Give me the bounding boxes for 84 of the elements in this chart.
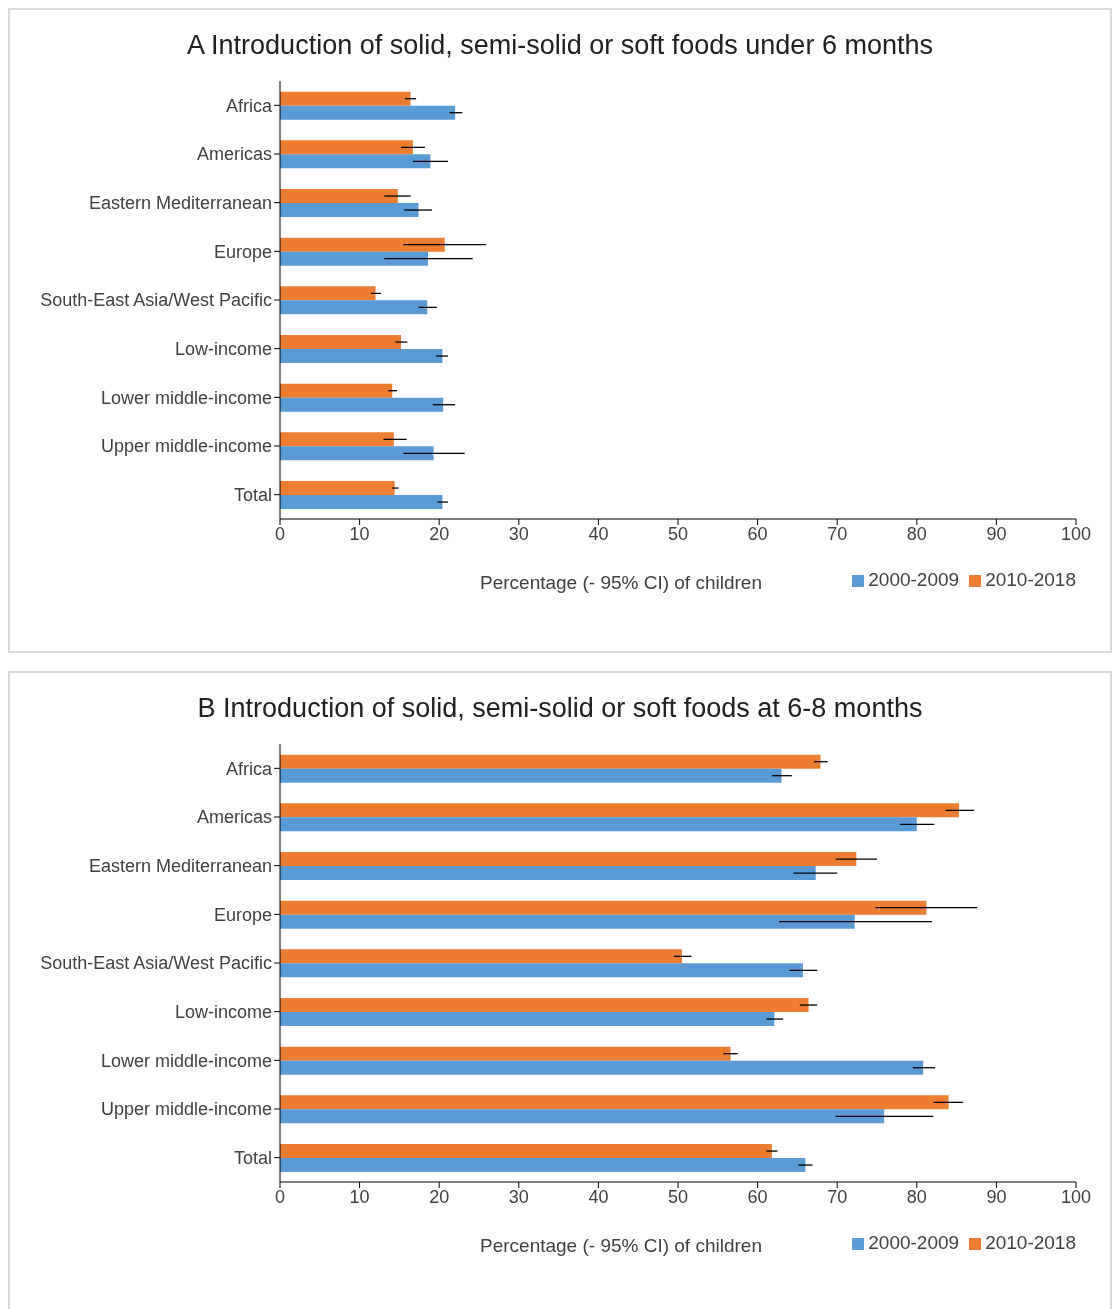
y-tick-label: Eastern Mediterranean — [88, 856, 272, 877]
y-tick-label: Eastern Mediterranean — [88, 193, 272, 214]
bar — [280, 949, 682, 964]
x-tick-label: 20 — [429, 523, 450, 544]
bar — [280, 237, 445, 252]
chart-title: B Introduction of solid, semi-solid or soft foods at 6-8 months — [196, 692, 924, 724]
bar — [280, 866, 816, 881]
x-tick-label: 10 — [349, 523, 370, 544]
bar — [280, 189, 398, 204]
x-tick-label: 100 — [1060, 523, 1092, 544]
bar — [280, 852, 857, 867]
y-tick-label: Africa — [225, 95, 273, 116]
y-tick-label: Low-income — [174, 339, 272, 360]
x-tick-label: 70 — [827, 523, 848, 544]
bar — [280, 203, 419, 218]
bar — [280, 495, 443, 510]
bar — [280, 963, 803, 978]
y-tick-label: Lower middle-income — [100, 387, 272, 408]
bar — [280, 1095, 949, 1110]
y-tick-label: Lower middle-income — [100, 1050, 272, 1071]
bar — [280, 91, 411, 106]
x-tick-label: 50 — [667, 1186, 689, 1207]
bar — [280, 335, 401, 350]
bar — [280, 140, 413, 155]
x-tick-label: 40 — [588, 523, 609, 544]
legend-label: 2010-2018 — [985, 569, 1076, 590]
bar — [280, 432, 394, 447]
bar — [280, 1109, 885, 1124]
x-axis-title: Percentage (- 95% CI) of children — [480, 1235, 762, 1256]
x-axis-title: Percentage (- 95% CI) of children — [480, 572, 762, 593]
y-tick-label: Americas — [196, 807, 272, 828]
chart-title: A Introduction of solid, semi-solid or soft foods under 6 months — [186, 29, 934, 61]
x-tick-label: 80 — [906, 523, 927, 544]
bar — [280, 349, 443, 364]
bar — [280, 300, 428, 315]
y-tick-label: Total — [233, 1148, 272, 1169]
bar — [280, 154, 431, 169]
x-tick-label: 40 — [588, 1186, 609, 1207]
bar — [280, 446, 434, 461]
y-tick-label: Upper middle-income — [100, 436, 272, 457]
x-tick-label: 10 — [349, 1186, 370, 1207]
x-tick-label: 50 — [667, 523, 689, 544]
y-tick-label: South-East Asia/West Pacific — [40, 953, 272, 974]
bar — [280, 768, 782, 783]
legend-label: 2000-2009 — [868, 569, 960, 590]
bar — [280, 803, 959, 818]
bar — [280, 251, 429, 266]
bar — [280, 998, 809, 1013]
y-tick-label: Low-income — [174, 1002, 272, 1023]
x-tick-label: 100 — [1060, 1186, 1092, 1207]
legend-label: 2010-2018 — [985, 1232, 1076, 1253]
bar — [280, 105, 456, 120]
bar — [280, 1046, 731, 1061]
y-tick-label: Africa — [225, 758, 273, 779]
bar — [280, 1158, 806, 1173]
bar — [280, 481, 395, 496]
bar — [280, 1012, 775, 1027]
x-tick-label: 20 — [429, 1186, 450, 1207]
bar — [280, 754, 821, 769]
x-tick-label: 0 — [274, 523, 286, 544]
bar — [280, 914, 855, 929]
x-tick-label: 60 — [747, 1186, 768, 1207]
y-tick-label: South-East Asia/West Pacific — [40, 290, 272, 311]
x-tick-label: 60 — [747, 523, 768, 544]
x-tick-label: 30 — [508, 1186, 529, 1207]
y-tick-label: Europe — [213, 241, 272, 262]
y-tick-label: Europe — [213, 904, 272, 925]
x-tick-label: 90 — [986, 1186, 1007, 1207]
legend-label: 2000-2009 — [868, 1232, 960, 1253]
bar — [280, 900, 927, 915]
x-tick-label: 0 — [274, 1186, 286, 1207]
x-tick-label: 70 — [827, 1186, 848, 1207]
x-tick-label: 90 — [986, 523, 1007, 544]
bar — [280, 1060, 924, 1075]
bar — [280, 1144, 772, 1159]
y-tick-label: Americas — [196, 144, 272, 165]
y-tick-label: Total — [233, 485, 272, 506]
x-tick-label: 30 — [508, 523, 529, 544]
x-tick-label: 80 — [906, 1186, 927, 1207]
bar — [280, 397, 444, 412]
bar — [280, 383, 393, 398]
bar — [280, 286, 376, 301]
y-tick-label: Upper middle-income — [100, 1099, 272, 1120]
bar — [280, 817, 917, 832]
